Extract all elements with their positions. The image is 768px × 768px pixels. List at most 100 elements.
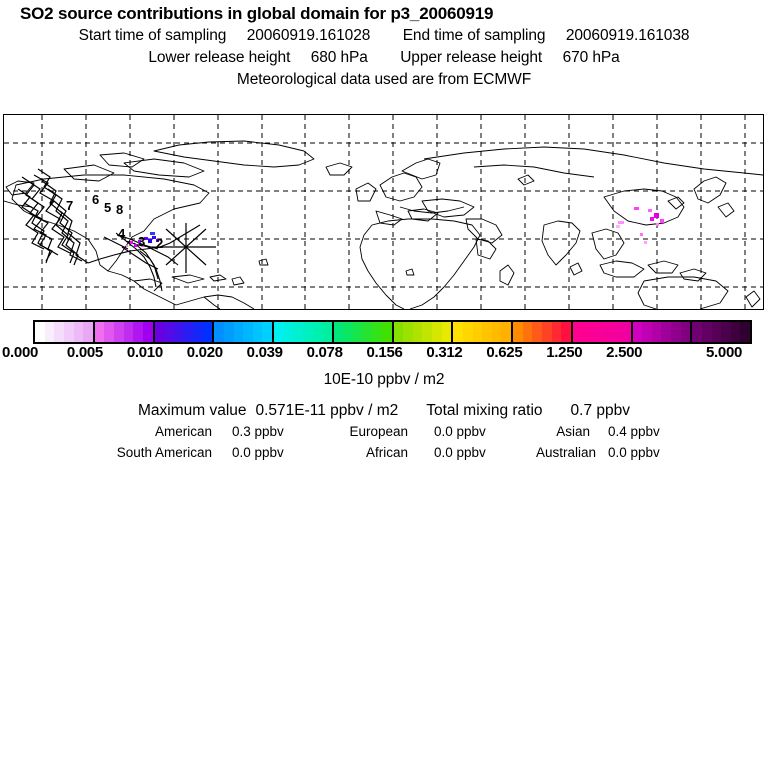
colorbar-step [44, 322, 55, 342]
colorbar-step [73, 322, 84, 342]
colorbar-band-3 [214, 322, 274, 342]
colorbar-step [551, 322, 562, 342]
colorbar-step [592, 322, 602, 342]
colorbar-step [322, 322, 332, 342]
colorbar-step [432, 322, 442, 342]
maximum-value-label: Maximum value [137, 402, 247, 419]
colorbar-band-6 [393, 322, 454, 342]
colorbar-unit-label: 10E-10 ppbv / m2 [323, 371, 445, 388]
colorbar-step [651, 322, 662, 342]
colorbar-step [214, 322, 224, 342]
colorbar-step [721, 322, 731, 342]
trajectory-label-7: 7 [66, 198, 74, 213]
colorbar-step [202, 322, 213, 342]
colorbar-tick-0: 0.000 [2, 344, 39, 361]
colorbar-band-8 [513, 322, 573, 342]
colorbar-step [403, 322, 413, 342]
region-value-american: 0.3 ppbv [232, 424, 284, 439]
colorbar-step [302, 322, 313, 342]
colorbar-step [154, 322, 165, 342]
colorbar-step [642, 322, 652, 342]
region-value-australian: 0.0 ppbv [608, 445, 660, 460]
colorbar-step [83, 322, 93, 342]
colorbar-step [262, 322, 272, 342]
colorbar-step [233, 322, 244, 342]
colorbar-step [94, 322, 105, 342]
trajectory-cluster [17, 168, 89, 266]
colorbar-step [283, 322, 294, 342]
colorbar-step [661, 322, 671, 342]
start-time-label: Start time of sampling [78, 27, 227, 44]
colorbar-step [183, 322, 193, 342]
colorbar-step [353, 322, 363, 342]
plume-eastern-pacific [126, 232, 159, 247]
colorbar-band-10 [632, 322, 693, 342]
trajectory-label-2: 2 [156, 236, 164, 251]
colorbar-step [671, 322, 681, 342]
colorbar-band-1 [94, 322, 155, 342]
colorbar-step [730, 322, 741, 342]
colorbar-tick-5: 0.078 [306, 344, 343, 361]
colorbar-step [63, 322, 74, 342]
colorbar-step [104, 322, 114, 342]
colorbar-tick-8: 0.625 [486, 344, 523, 361]
colorbar-tick-1: 0.005 [66, 344, 103, 361]
region-value-south-american: 0.0 ppbv [232, 445, 284, 460]
colorbar-step [312, 322, 323, 342]
colorbar-step [501, 322, 511, 342]
plot-header: SO2 source contributions in global domai… [0, 0, 768, 91]
colorbar-tick-11: 5.000 [706, 344, 743, 361]
colorbar-step [453, 322, 463, 342]
colorbar-step [164, 322, 174, 342]
colorbar-step [372, 322, 382, 342]
colorbar-step [541, 322, 552, 342]
colorbar-step [362, 322, 373, 342]
colorbar-step [611, 322, 621, 342]
colorbar-band-5 [333, 322, 394, 342]
colorbar-step [123, 322, 134, 342]
colorbar-step [582, 322, 592, 342]
plume-east-asia [616, 207, 664, 244]
trajectory-label-5: 5 [104, 200, 112, 215]
colorbar-band-11 [692, 322, 750, 342]
colorbar-step [462, 322, 473, 342]
colorbar-step [381, 322, 392, 342]
colorbar-band-7 [453, 322, 513, 342]
colorbar-step [472, 322, 483, 342]
colorbar-step [701, 322, 712, 342]
colorbar-step [441, 322, 452, 342]
end-time-label: End time of sampling [402, 27, 546, 44]
colorbar-step [482, 322, 492, 342]
colorbar-tick-2: 0.010 [126, 344, 163, 361]
colorbar-step [561, 322, 571, 342]
trajectory-label-3: 3 [138, 234, 146, 249]
lower-release-label: Lower release height [148, 49, 291, 66]
colorbar-tick-labels: 0.000 0.005 0.010 0.020 0.039 0.078 0.156 0.312… [0, 344, 768, 366]
colorbar-tick-6: 0.156 [366, 344, 403, 361]
colorbar-step [692, 322, 702, 342]
colorbar-step [293, 322, 303, 342]
colorbar-step [740, 322, 750, 342]
colorbar-step [632, 322, 643, 342]
coastline-paths [4, 140, 763, 309]
colorbar-band-0 [35, 322, 95, 342]
colorbar-step [243, 322, 253, 342]
end-time-value: 20060919.161038 [565, 27, 690, 44]
trajectory-label-4: 4 [118, 226, 126, 241]
region-label-european: European [349, 424, 408, 439]
region-value-african: 0.0 ppbv [434, 445, 486, 460]
region-label-american: American [154, 424, 212, 439]
colorbar-step [711, 322, 722, 342]
colorbar-step [422, 322, 432, 342]
colorbar-tick-10: 2.500 [606, 344, 643, 361]
colorbar-step [522, 322, 533, 342]
start-time-value: 20060919.161028 [246, 27, 371, 44]
colorbar-step [193, 322, 203, 342]
region-label-asian: Asian [556, 424, 590, 439]
colorbar-band-2 [154, 322, 215, 342]
colorbar-tick-7: 0.312 [426, 344, 463, 361]
region-value-european: 0.0 ppbv [434, 424, 486, 439]
colorbar-band-4 [274, 322, 334, 342]
colorbar-tick-3: 0.020 [186, 344, 223, 361]
colorbar-step [620, 322, 631, 342]
